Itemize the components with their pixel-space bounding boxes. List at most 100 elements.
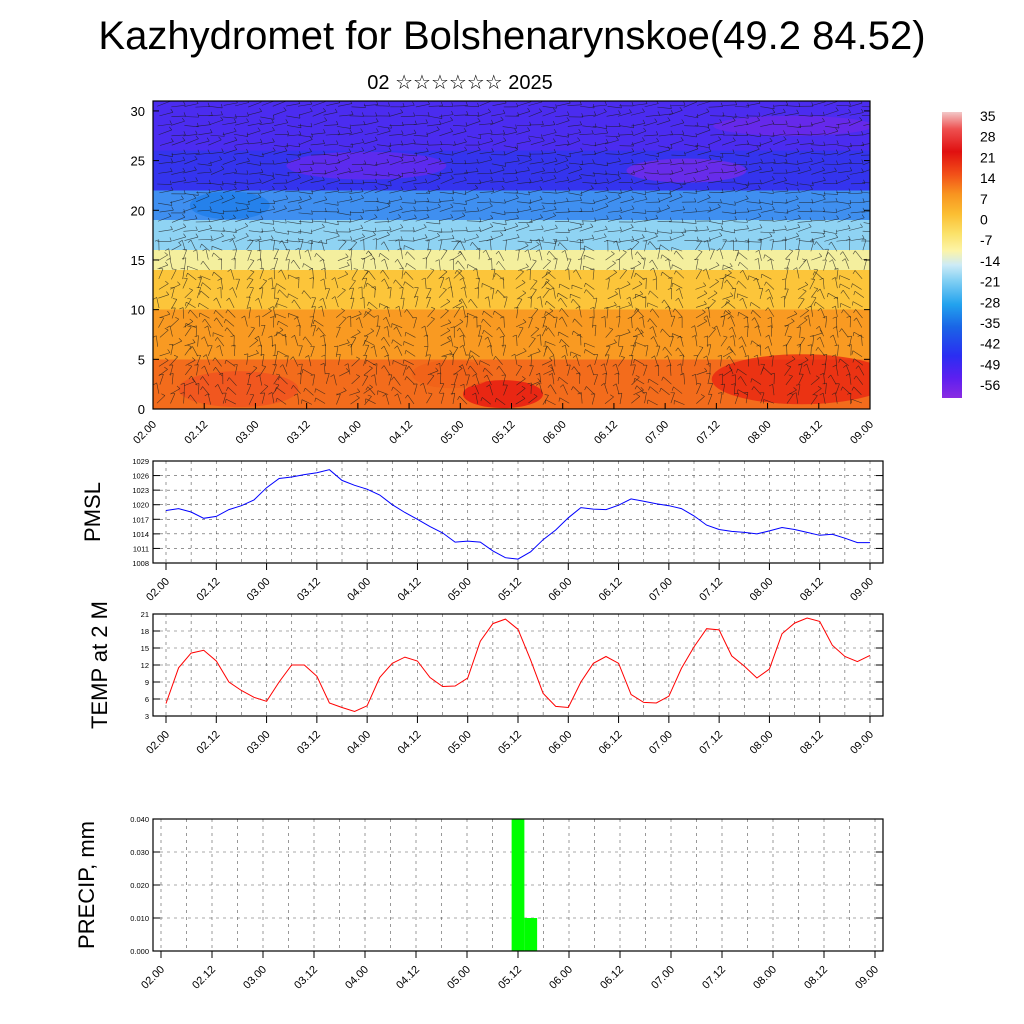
wind-barb-flag bbox=[388, 172, 390, 177]
wind-barb bbox=[816, 325, 824, 337]
wind-barb bbox=[566, 128, 582, 136]
wind-barb-flag bbox=[425, 119, 428, 124]
wind-barb bbox=[372, 238, 377, 250]
wind-barb-shaft bbox=[389, 227, 404, 233]
wind-barb bbox=[320, 267, 327, 280]
wind-barb-shaft bbox=[462, 305, 466, 317]
wind-barb-shaft bbox=[389, 160, 404, 166]
wind-barb-flag bbox=[780, 296, 785, 298]
wind-barb-shaft bbox=[186, 301, 196, 309]
wind-barb bbox=[325, 373, 330, 384]
wind-barb-shaft bbox=[694, 355, 698, 367]
wind-barb bbox=[247, 259, 255, 270]
wind-barb-flag bbox=[817, 288, 821, 292]
wind-barb-shaft bbox=[694, 251, 703, 261]
wind-barb bbox=[158, 268, 164, 280]
wind-barb-flag bbox=[361, 147, 365, 151]
wind-barb bbox=[350, 147, 365, 155]
wind-barb-flag bbox=[220, 195, 224, 199]
wind-barb bbox=[812, 271, 823, 280]
wind-barb-shaft bbox=[654, 355, 659, 367]
wind-barb bbox=[798, 198, 814, 203]
wind-barb-flag bbox=[553, 316, 558, 318]
wind-barb-shaft bbox=[335, 327, 341, 338]
wind-barb-flag bbox=[706, 226, 709, 230]
wind-barb bbox=[438, 228, 454, 233]
wind-barb-shaft bbox=[247, 250, 252, 261]
wind-barb bbox=[440, 175, 454, 185]
wind-barb bbox=[796, 344, 802, 356]
wind-barb bbox=[554, 197, 569, 204]
wind-barb-flag bbox=[290, 356, 294, 360]
wind-barb-shaft bbox=[315, 388, 326, 395]
wind-barb bbox=[696, 237, 711, 242]
wind-barb bbox=[694, 249, 703, 261]
wind-barb bbox=[661, 299, 671, 310]
wind-barb-flag bbox=[823, 216, 826, 221]
wind-barb-shaft bbox=[720, 190, 735, 193]
wind-barb-shaft bbox=[695, 335, 698, 347]
wind-barb-shaft bbox=[286, 158, 301, 164]
wind-barb bbox=[364, 214, 378, 223]
wind-barb-flag bbox=[609, 327, 613, 330]
wind-barb bbox=[380, 269, 390, 280]
wind-barb bbox=[320, 278, 326, 290]
wind-barb-flag bbox=[713, 325, 717, 329]
wind-barb-shaft bbox=[184, 257, 187, 269]
wind-barb bbox=[381, 278, 390, 289]
wind-barb-flag bbox=[490, 137, 494, 142]
wind-barb-flag bbox=[755, 249, 760, 253]
wind-barb bbox=[670, 231, 685, 241]
wind-barb bbox=[750, 340, 762, 348]
wind-barb-shaft bbox=[579, 226, 594, 232]
wind-barb-shaft bbox=[502, 374, 506, 386]
wind-barb bbox=[490, 177, 505, 183]
wind-barb bbox=[246, 127, 261, 136]
wind-barb-shaft bbox=[412, 171, 427, 174]
wind-barb-shaft bbox=[823, 193, 838, 195]
wind-barb bbox=[573, 269, 582, 280]
wind-barb-flag bbox=[852, 250, 856, 255]
wind-barb-shaft bbox=[202, 376, 210, 386]
wind-barb-flag bbox=[836, 140, 839, 145]
wind-barb-flag bbox=[697, 239, 702, 242]
wind-barb-flag bbox=[255, 349, 259, 354]
wind-barb bbox=[453, 122, 468, 127]
wind-barb-flag bbox=[517, 157, 520, 161]
wind-barb-shaft bbox=[517, 201, 532, 204]
wind-barb-flag bbox=[731, 287, 736, 290]
wind-barb bbox=[496, 326, 506, 337]
wind-barb-shaft bbox=[376, 205, 391, 212]
wind-barb bbox=[222, 118, 237, 126]
wind-barb-flag bbox=[255, 315, 260, 318]
wind-barb bbox=[584, 349, 595, 356]
wind-barb-shaft bbox=[798, 290, 807, 300]
wind-barb-shaft bbox=[706, 355, 710, 367]
wind-barb-flag bbox=[324, 207, 327, 212]
wind-barb-flag bbox=[615, 335, 620, 337]
wind-barb bbox=[547, 384, 557, 395]
wind-barb-flag bbox=[559, 384, 564, 388]
wind-barb-flag bbox=[803, 363, 807, 367]
wind-barb-shaft bbox=[298, 221, 313, 223]
wind-barb-shaft bbox=[453, 373, 458, 385]
wind-barb bbox=[201, 336, 209, 348]
wind-barb-flag bbox=[208, 217, 211, 222]
wind-barb-flag bbox=[572, 318, 575, 323]
wind-barb-flag bbox=[374, 214, 378, 218]
wind-barb-shaft bbox=[750, 302, 761, 309]
wind-barb-flag bbox=[502, 130, 506, 134]
wind-barb-flag bbox=[187, 364, 192, 367]
wind-barb-shaft bbox=[324, 143, 339, 146]
wind-barb bbox=[325, 232, 340, 241]
wind-barb-flag bbox=[797, 160, 799, 165]
wind-barb-shaft bbox=[836, 268, 839, 280]
wind-barb-shaft bbox=[321, 240, 325, 252]
wind-barb-flag bbox=[628, 301, 632, 306]
wind-barb-flag bbox=[704, 306, 709, 309]
wind-barb-flag bbox=[718, 136, 722, 140]
wind-barb-flag bbox=[808, 166, 812, 171]
wind-barb bbox=[459, 277, 467, 289]
wind-barb-shaft bbox=[294, 335, 299, 346]
wind-barb-flag bbox=[605, 129, 608, 134]
